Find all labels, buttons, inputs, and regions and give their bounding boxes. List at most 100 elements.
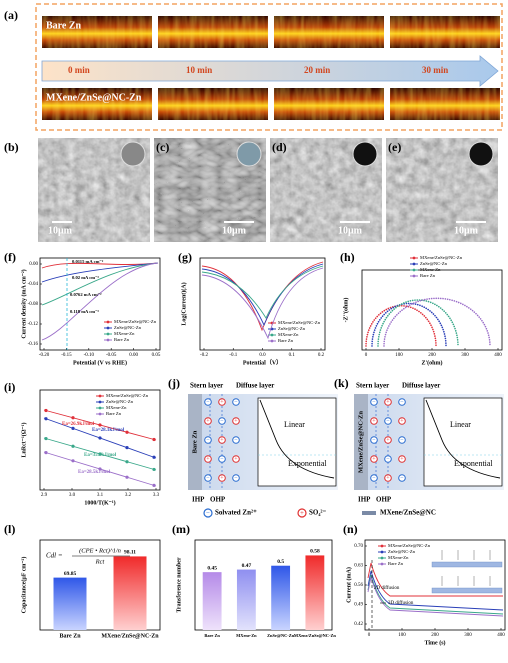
region-label: Exponential (454, 459, 493, 468)
x-axis-label: Potential (V vs RHE) (73, 359, 127, 366)
legend-marker (412, 274, 416, 278)
ion-sign: − (234, 400, 238, 406)
panel-label: (f) (4, 250, 16, 264)
annotation: 3D diffusion (388, 601, 414, 606)
bar (202, 572, 222, 630)
value-label: 0.5 (277, 559, 284, 565)
legend-label: MXene/ZnSe@NC-Zn (420, 255, 463, 260)
y-tick-label: 0.00 (29, 262, 38, 267)
legend-label: MXene/ZnSe@NC-Zn (278, 320, 321, 325)
value-label: 0.58 (310, 549, 320, 555)
ion-sign: − (372, 476, 376, 482)
x-tick-label: 100 (395, 353, 403, 358)
ion-sign: − (234, 438, 238, 444)
ion-sign: − (386, 419, 390, 425)
data-point (71, 426, 75, 430)
bar (53, 577, 87, 630)
ion-sign: + (372, 457, 376, 463)
data-point (152, 483, 156, 487)
ion-sign: + (206, 419, 210, 425)
optical-texture (158, 88, 268, 120)
bar (236, 569, 256, 630)
legend-label: ZnSe@NC-Zn (278, 326, 306, 331)
time-label: 20 min (304, 65, 330, 75)
ion-sign: + (234, 457, 238, 463)
sulfate-ion (384, 398, 392, 406)
curve (41, 262, 159, 306)
panel-label: (g) (178, 250, 192, 264)
zn-ion (370, 474, 378, 482)
panel-label: (j) (168, 376, 180, 390)
plot-frame (39, 539, 161, 631)
sulfate-ion (370, 455, 378, 463)
y-axis-label: Log(Current)(A) (180, 282, 187, 325)
sample-name: Bare Zn (46, 20, 82, 31)
panel-a-frame (35, 3, 503, 131)
ion-sign: − (206, 400, 210, 406)
legend-label: Bare Zn (388, 561, 404, 566)
formula: Cdl = (46, 552, 63, 560)
ion-sign: + (400, 419, 404, 425)
zn-ion (398, 474, 406, 482)
zn-ion (398, 398, 406, 406)
zn-ion (384, 417, 392, 425)
annotation: 0.02 mA cm⁻² (72, 275, 100, 280)
zn-ion (398, 436, 406, 444)
optical-texture (158, 16, 268, 48)
legend-marker (98, 412, 102, 416)
region-label: Exponential (288, 459, 327, 468)
y-tick-label: 0.70 (354, 544, 363, 549)
ion-sign: + (220, 400, 224, 406)
x-tick-label: 0.1 (289, 353, 296, 358)
panel-label: (n) (343, 522, 358, 536)
ion-sign: + (300, 509, 304, 517)
formula: (CPE • Rct)^1/n (79, 547, 121, 554)
x-tick-label: 400 (494, 353, 502, 358)
y-tick-label: -0.08 (28, 302, 39, 307)
electrode-label: MXene/ZnSe@NC-Zn (357, 411, 364, 473)
inset-schematic (431, 561, 503, 568)
x-tick-label: 2.9 (41, 493, 48, 498)
y-tick-label: -0.16 (28, 342, 39, 347)
plot-frame (364, 539, 506, 631)
panel-label: (l) (4, 522, 15, 536)
bar (271, 565, 291, 630)
ion-sign: − (372, 400, 376, 406)
data-point (125, 460, 129, 464)
curve (41, 262, 159, 269)
value-label: 69.85 (64, 571, 77, 577)
data-point (152, 467, 156, 472)
ion-sign: + (386, 476, 390, 482)
data-point (98, 436, 102, 440)
legend-label: MXene-Zn (106, 405, 127, 410)
category-label: MXene/ZnSe@NC-Zn (101, 633, 159, 639)
legend-marker (380, 544, 384, 548)
zn-ion (218, 417, 226, 425)
layer-label: Diffuse layer (236, 382, 274, 390)
category-label: ZnSe@NC-Zn (267, 633, 295, 638)
curve (383, 297, 491, 347)
legend-marker (98, 406, 102, 410)
zn-ion (370, 436, 378, 444)
legend-label: MXene/ZnSe@NC-Zn (106, 393, 149, 398)
panel-label: (k) (334, 376, 349, 390)
x-axis-label: Z'(ohm) (422, 359, 443, 366)
sulfate-ion (370, 417, 378, 425)
panel-label: (c) (156, 140, 169, 154)
annotation: Ea=26.9kJ/mol (62, 422, 95, 427)
sulfate-ion (204, 417, 212, 425)
legend-marker (106, 326, 110, 330)
curve (201, 261, 324, 332)
ion-sign: − (400, 438, 404, 444)
zn-ion (218, 455, 226, 463)
legend-marker (380, 556, 384, 560)
data-point (98, 452, 102, 456)
y-tick-label: 0.63 (354, 564, 363, 569)
curve (41, 262, 159, 341)
time-label: 30 min (422, 65, 448, 75)
sulfate-ion (218, 474, 226, 482)
legend-marker (106, 332, 110, 336)
scale-label: 10μm (48, 225, 73, 236)
x-tick-label: 0 (368, 633, 371, 638)
ion-sign: + (220, 438, 224, 444)
